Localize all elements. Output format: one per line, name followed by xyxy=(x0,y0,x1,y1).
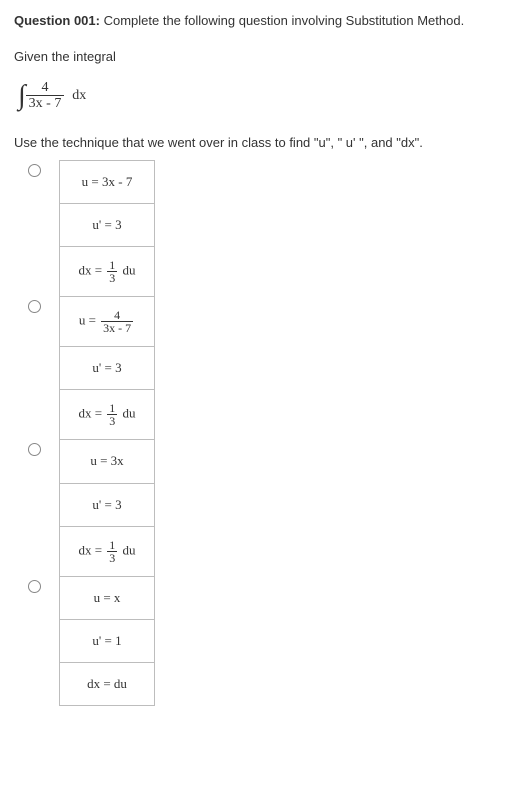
option-u-cell: u = 3x - 7 xyxy=(59,160,155,204)
option-cells: u = 43x - 7u' = 3dx = 13 du xyxy=(59,296,155,440)
integral-denominator: 3x - 7 xyxy=(26,96,65,111)
question-prompt: Complete the following question involvin… xyxy=(104,13,465,28)
option-cells: u = xu' = 1dx = du xyxy=(59,576,155,707)
given-label: Given the integral xyxy=(14,48,494,66)
option-dx-cell: dx = 13 du xyxy=(59,527,155,577)
option-row: u = 3xu' = 3dx = 13 du xyxy=(28,439,494,576)
option-uprime-cell: u' = 3 xyxy=(59,347,155,390)
options-group: u = 3x - 7u' = 3dx = 13 duu = 43x - 7u' … xyxy=(28,160,494,707)
option-cells: u = 3xu' = 3dx = 13 du xyxy=(59,439,155,576)
question-number: Question 001: xyxy=(14,13,100,28)
integral-fraction: 4 3x - 7 xyxy=(26,80,65,112)
option-u-cell: u = x xyxy=(59,576,155,620)
option-uprime-cell: u' = 3 xyxy=(59,484,155,527)
option-u-cell: u = 3x xyxy=(59,439,155,483)
integral-dx: dx xyxy=(72,88,86,103)
instruction-text: Use the technique that we went over in c… xyxy=(14,134,494,152)
option-radio[interactable] xyxy=(28,443,41,456)
option-uprime-cell: u' = 3 xyxy=(59,204,155,247)
integral-sign: ∫ xyxy=(18,76,26,115)
question-header: Question 001: Complete the following que… xyxy=(14,12,494,30)
option-dx-cell: dx = 13 du xyxy=(59,390,155,440)
option-dx-cell: dx = 13 du xyxy=(59,247,155,297)
option-u-cell: u = 43x - 7 xyxy=(59,296,155,347)
option-row: u = xu' = 1dx = du xyxy=(28,576,494,707)
option-cells: u = 3x - 7u' = 3dx = 13 du xyxy=(59,160,155,297)
option-radio[interactable] xyxy=(28,300,41,313)
option-uprime-cell: u' = 1 xyxy=(59,620,155,663)
option-radio[interactable] xyxy=(28,164,41,177)
option-row: u = 43x - 7u' = 3dx = 13 du xyxy=(28,296,494,440)
option-dx-cell: dx = du xyxy=(59,663,155,706)
integral-expression: ∫ 4 3x - 7 dx xyxy=(18,76,494,115)
option-row: u = 3x - 7u' = 3dx = 13 du xyxy=(28,160,494,297)
option-radio[interactable] xyxy=(28,580,41,593)
integral-numerator: 4 xyxy=(26,80,65,96)
